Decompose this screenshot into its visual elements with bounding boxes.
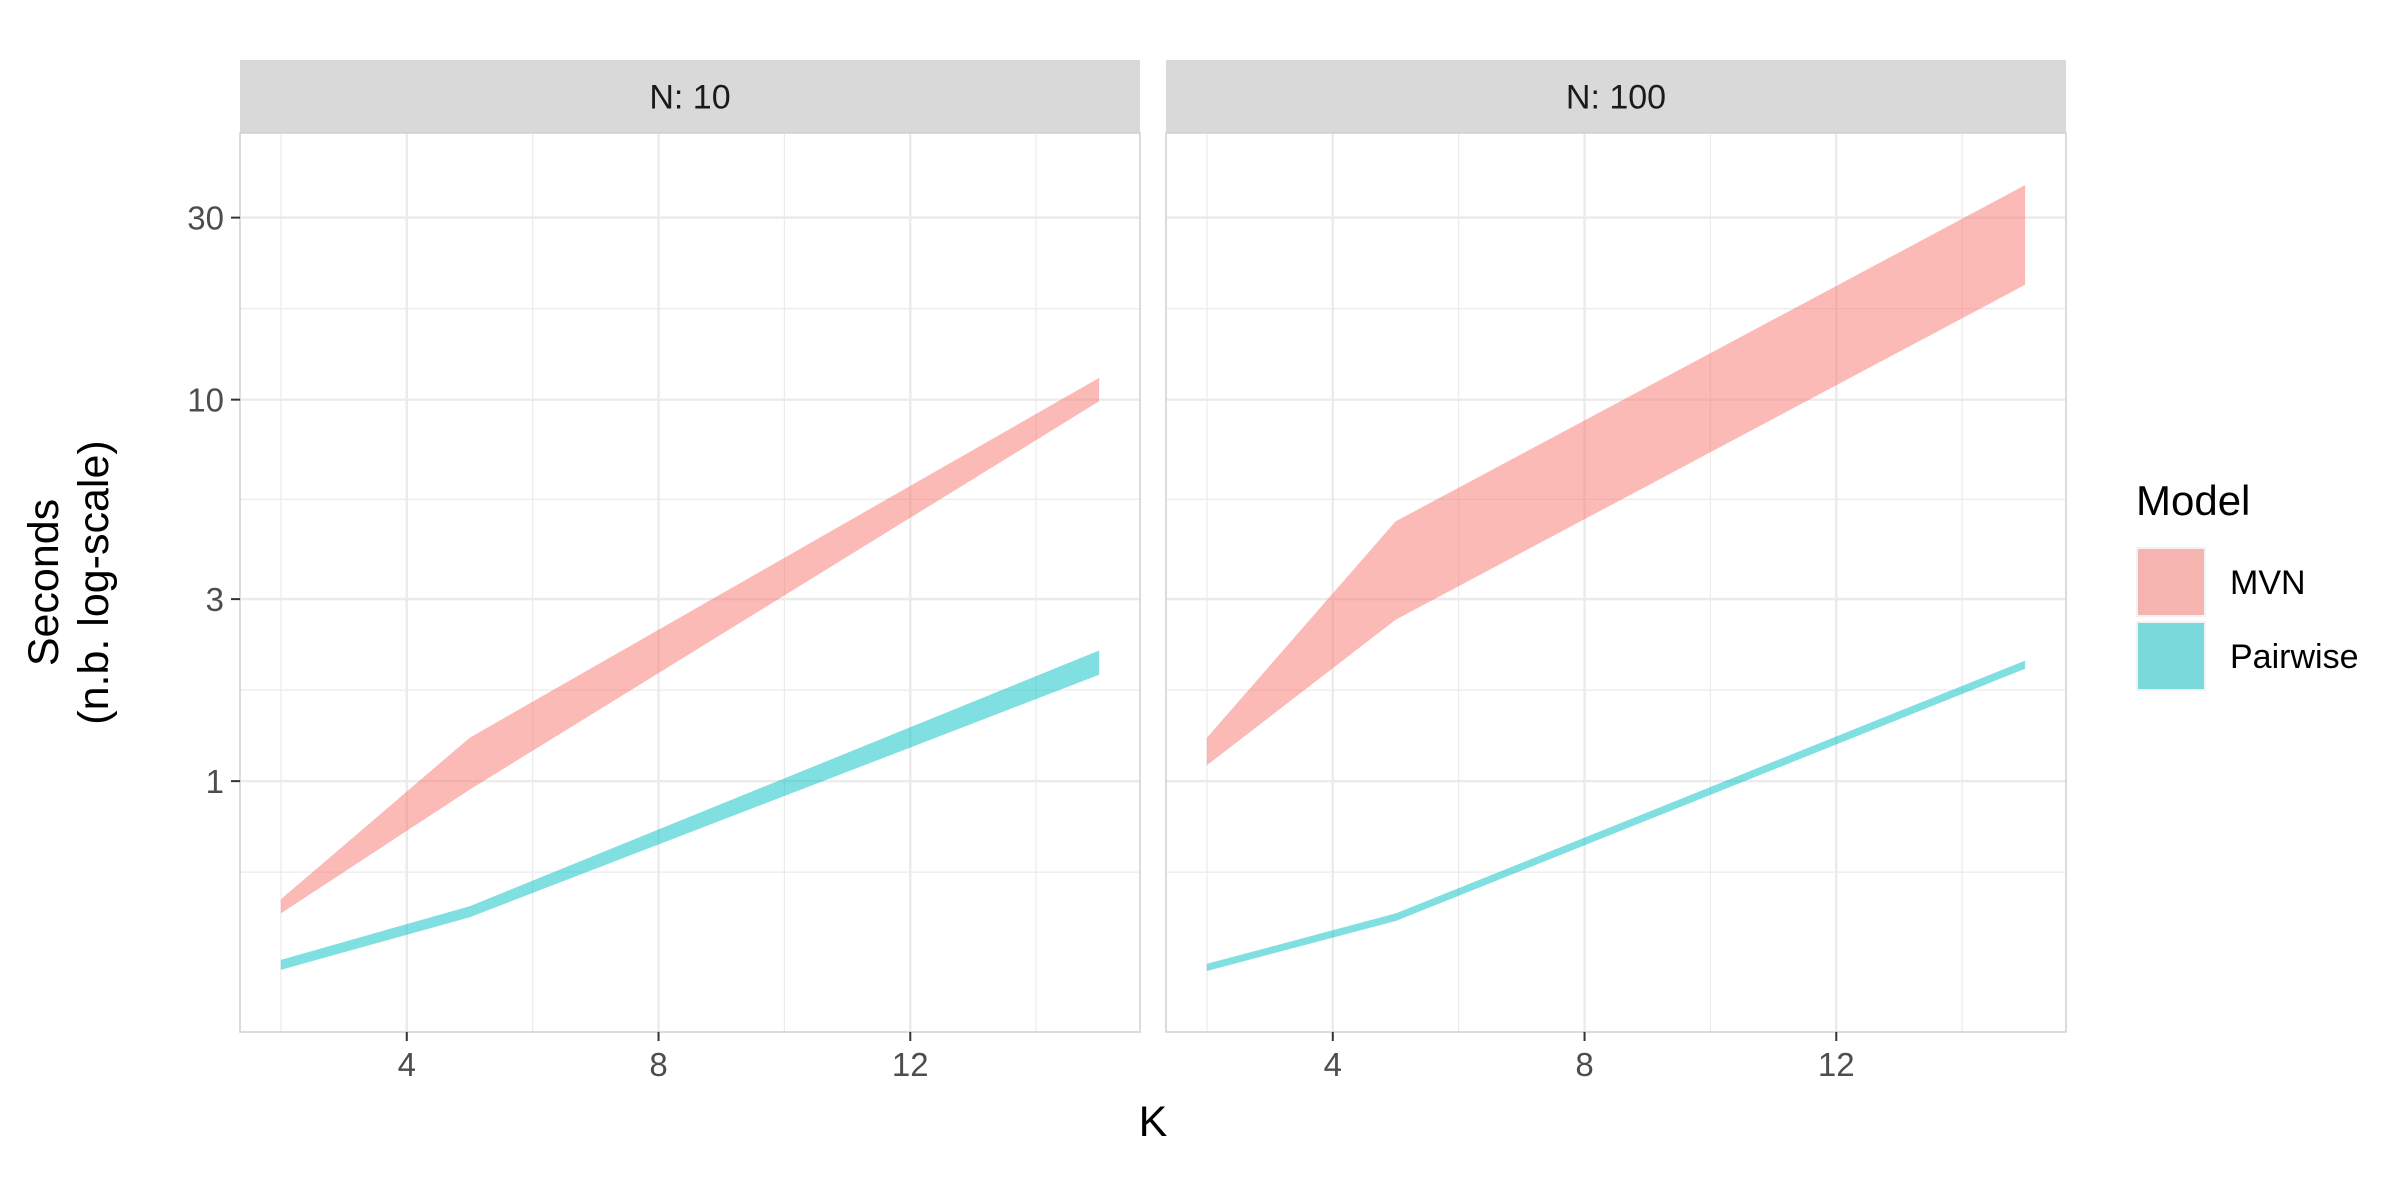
legend-entry-mvn: MVN <box>2136 547 2306 617</box>
panel-border <box>1165 132 2067 1033</box>
legend-swatch-mvn <box>2138 549 2204 615</box>
facet-strip-label: N: 100 <box>1566 79 1666 117</box>
y-tick-label: 1 <box>206 763 224 800</box>
x-tick-label: 12 <box>1818 1046 1855 1083</box>
x-tick-label: 4 <box>1324 1046 1342 1083</box>
x-tick-label: 12 <box>892 1046 929 1083</box>
panel-border <box>239 132 1141 1033</box>
x-tick-label: 4 <box>398 1046 416 1083</box>
ribbon-pairwise <box>280 650 1100 970</box>
x-tick-label: 8 <box>649 1046 667 1083</box>
legend-label: MVN <box>2230 564 2306 602</box>
x-axis-title: K <box>1139 1098 1168 1146</box>
legend-label: Pairwise <box>2230 638 2358 676</box>
ribbon-mvn <box>280 377 1100 914</box>
panel-background <box>240 133 1140 1032</box>
y-axis-title-line: Seconds <box>20 499 68 666</box>
legend-entry-pairwise: Pairwise <box>2136 621 2358 691</box>
facet-panel-1: N: 10 4 8 12 <box>239 60 1141 1083</box>
y-axis-title: Seconds(n.b. log-scale) <box>20 440 118 724</box>
facet-panel-2: N: 100 4 8 12 <box>1165 60 2067 1083</box>
facet-strip <box>240 60 1140 133</box>
y-axis-title-line: (n.b. log-scale) <box>70 440 118 724</box>
x-tick-label: 8 <box>1575 1046 1593 1083</box>
legend: Model MVN Pairwise <box>2136 477 2358 691</box>
facet-strip-label: N: 10 <box>649 79 730 117</box>
y-tick-label: 10 <box>187 382 224 419</box>
facet-strip <box>1166 60 2066 133</box>
legend-title: Model <box>2136 477 2250 524</box>
ribbon-mvn <box>1206 185 2026 766</box>
legend-swatch-pairwise <box>2138 623 2204 689</box>
y-tick-label: 3 <box>206 581 224 618</box>
y-tick-label: 30 <box>187 200 224 237</box>
